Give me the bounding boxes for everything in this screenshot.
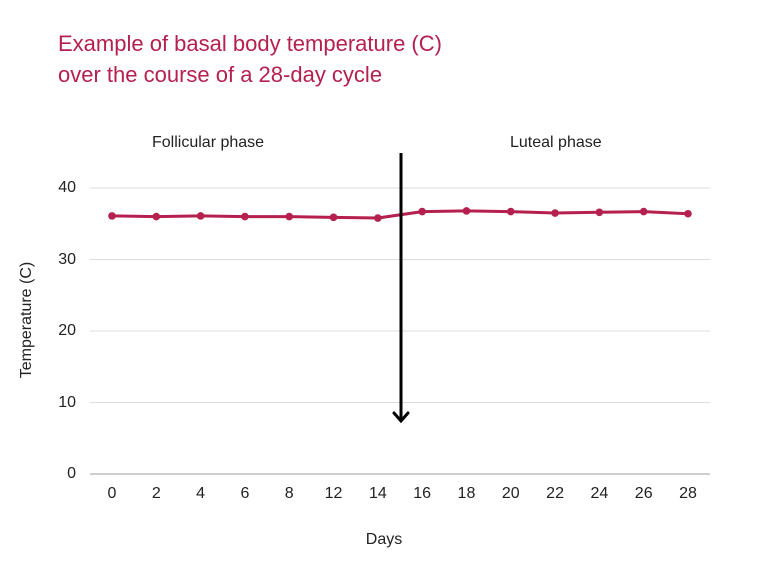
chart-title-line-1: Example of basal body temperature (C) — [58, 31, 442, 56]
y-tick-label: 30 — [58, 250, 76, 268]
chart-title-line-2: over the course of a 28-day cycle — [58, 62, 383, 87]
data-point — [374, 214, 382, 222]
x-tick-label: 6 — [240, 485, 250, 502]
data-point — [462, 207, 471, 215]
data-point — [684, 209, 692, 218]
y-tick-label: 0 — [67, 465, 76, 482]
data-point — [595, 208, 604, 217]
x-tick-label: 4 — [196, 485, 206, 502]
x-tick-label: 16 — [413, 485, 432, 502]
y-tick-label: 10 — [58, 393, 76, 411]
data-point — [506, 207, 515, 216]
data-point — [551, 209, 559, 217]
data-point — [639, 207, 648, 216]
x-tick-label: 2 — [151, 485, 161, 502]
x-tick-label: 28 — [679, 485, 697, 502]
data-point — [196, 212, 205, 220]
data-point — [241, 212, 249, 221]
data-point — [108, 212, 116, 220]
data-point — [329, 213, 338, 222]
x-tick-label: 22 — [546, 485, 564, 502]
x-tick-label: 24 — [590, 485, 609, 502]
phase-divider-arrow-icon — [392, 153, 410, 424]
x-tick-label: 14 — [368, 485, 387, 502]
follicular-phase-label: Follicular phase — [152, 134, 265, 151]
y-tick-label: 20 — [58, 322, 76, 339]
y-tick-label: 40 — [58, 179, 76, 196]
x-tick-label: 26 — [634, 485, 653, 502]
luteal-phase-label: Luteal phase — [510, 134, 602, 151]
data-point — [285, 212, 294, 221]
data-point — [418, 207, 426, 216]
chart-title: Example of basal body temperature (C) ov… — [58, 28, 442, 90]
x-tick-label: 20 — [501, 485, 520, 502]
x-tick-label: 12 — [324, 485, 343, 502]
x-tick-label: 8 — [284, 485, 294, 502]
x-axis-label: Days — [365, 531, 403, 548]
x-tick-label: 18 — [457, 485, 476, 502]
x-tick-label: 0 — [107, 485, 117, 502]
data-point — [152, 212, 161, 221]
